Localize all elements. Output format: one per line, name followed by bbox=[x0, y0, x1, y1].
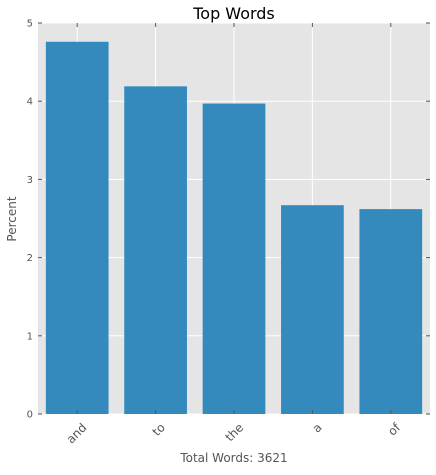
y-axis-tick-labels: 0 1 2 3 4 5 bbox=[27, 19, 33, 421]
y-tick-label: 1 bbox=[27, 331, 33, 342]
bar-and bbox=[45, 41, 109, 414]
y-tick-label: 4 bbox=[27, 97, 33, 108]
y-tick-label: 3 bbox=[27, 175, 33, 186]
x-tick-label: a bbox=[310, 420, 325, 435]
bar-to bbox=[124, 86, 187, 414]
x-tick-label: to bbox=[150, 420, 168, 438]
x-axis-label: Total Words: 3621 bbox=[179, 451, 287, 465]
x-tick-label: and bbox=[64, 420, 90, 446]
y-axis-label: Percent bbox=[5, 196, 19, 241]
x-axis-tick-labels: and to the a of bbox=[64, 420, 404, 446]
y-tick-label: 5 bbox=[27, 19, 33, 30]
bar-a bbox=[281, 205, 344, 414]
axis-ticks bbox=[38, 22, 430, 415]
x-tick-label: of bbox=[385, 420, 404, 439]
bar-of bbox=[359, 209, 423, 414]
bar-the bbox=[202, 103, 266, 415]
y-tick-label: 2 bbox=[27, 253, 33, 264]
bars bbox=[45, 41, 423, 415]
x-tick-label: the bbox=[223, 420, 247, 444]
chart-title: Top Words bbox=[192, 4, 275, 23]
y-tick-label: 0 bbox=[27, 410, 33, 421]
